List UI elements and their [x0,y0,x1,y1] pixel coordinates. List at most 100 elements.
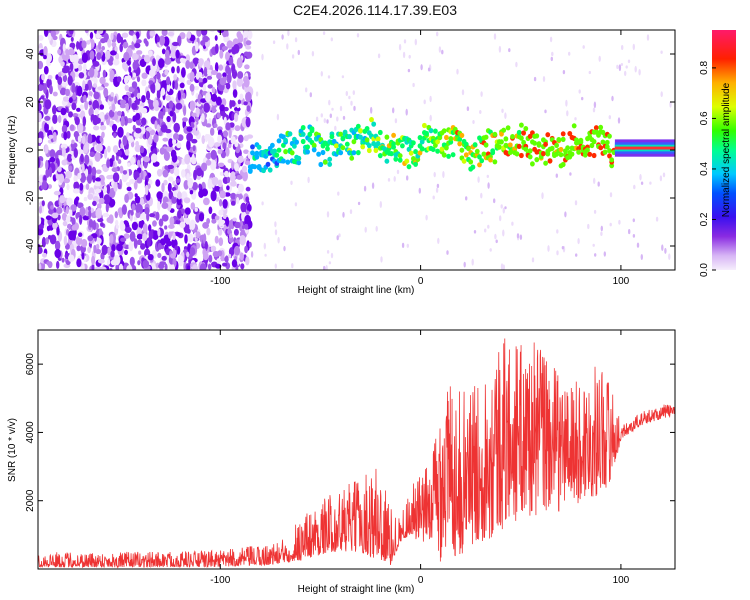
noise-cell [228,127,232,139]
noise-cell [77,149,84,155]
noise-cell [194,86,200,91]
noise-cell [502,207,505,214]
noise-cell [578,89,581,94]
signal-cell [276,147,282,153]
noise-cell [248,241,252,248]
noise-cell [54,240,61,251]
signal-cell [536,141,542,147]
noise-cell [160,87,166,96]
signal-cell [300,131,306,137]
noise-cell [231,63,236,74]
noise-cell [184,207,191,215]
noise-cell [129,178,136,184]
signal-cell [527,154,533,160]
noise-cell [100,222,104,227]
noise-cell [655,216,659,222]
noise-cell [429,95,432,103]
noise-cell [493,198,496,204]
noise-cell [194,57,198,67]
noise-cell [661,244,664,251]
noise-cell [158,58,165,69]
noise-cell [215,96,222,106]
noise-cell [274,229,278,236]
signal-cell [270,142,275,148]
noise-cell [227,229,231,235]
noise-cell [122,170,128,175]
snr-ylabel: SNR (10 * v/v) [7,418,18,482]
noise-cell [223,116,227,126]
noise-cell [169,110,174,117]
noise-cell [186,265,191,270]
noise-cell [112,172,120,183]
signal-cell [490,150,496,156]
noise-cell [145,129,149,140]
noise-cell [231,112,235,121]
noise-cell [146,237,151,248]
noise-cell [139,145,145,154]
noise-cell [565,99,568,107]
noise-cell [193,169,197,181]
signal-cell [320,149,326,156]
noise-cell [307,176,310,184]
noise-cell [164,57,172,65]
noise-cell [104,114,109,120]
noise-cell [588,70,591,75]
noise-cell [179,221,186,229]
noise-cell [218,162,225,167]
noise-cell [183,105,187,116]
noise-cell [83,143,89,154]
noise-cell [143,38,148,44]
signal-cell [477,154,482,160]
noise-cell [162,169,169,178]
noise-cell [89,50,95,61]
signal-cell [311,142,317,148]
noise-cell [57,49,62,55]
noise-cell [230,100,236,107]
noise-cell [364,226,367,233]
noise-cell [206,69,213,76]
noise-cell [142,233,148,242]
noise-cell [92,200,97,207]
noise-cell [117,183,121,190]
noise-cell [83,196,88,202]
noise-cell [76,41,80,50]
noise-cell [484,228,487,233]
noise-cell [72,54,79,64]
figure-title: C2E4.2026.114.17.39.E03 [293,2,457,18]
noise-cell [167,31,175,37]
noise-cell [377,53,381,59]
signal-cell [560,136,566,142]
colorbar-tick-label: 0.4 [699,162,710,176]
noise-cell [50,30,57,38]
noise-cell [173,122,180,133]
noise-cell [211,86,216,94]
signal-cell [461,158,467,164]
noise-cell [142,223,148,234]
signal-cell [558,146,564,153]
noise-cell [141,95,146,103]
signal-cell [554,142,559,148]
noise-cell [104,148,108,159]
noise-cell [38,137,43,144]
noise-cell [79,206,86,217]
noise-cell [119,43,123,53]
noise-cell [406,243,409,248]
signal-cell [375,136,381,142]
noise-cell [352,90,355,95]
signal-cell [534,157,540,163]
signal-cell [366,143,372,149]
signal-cell [532,140,537,146]
noise-cell [56,226,60,236]
signal-cell [351,139,357,145]
noise-cell [94,152,101,162]
noise-cell [78,72,85,79]
noise-cell [175,49,180,59]
noise-cell [177,209,182,219]
noise-cell [463,261,466,268]
noise-cell [160,124,168,133]
noise-cell [309,92,312,98]
noise-cell [244,223,249,230]
signal-cell [521,130,526,136]
signal-cell [560,131,566,137]
noise-cell [582,45,585,49]
